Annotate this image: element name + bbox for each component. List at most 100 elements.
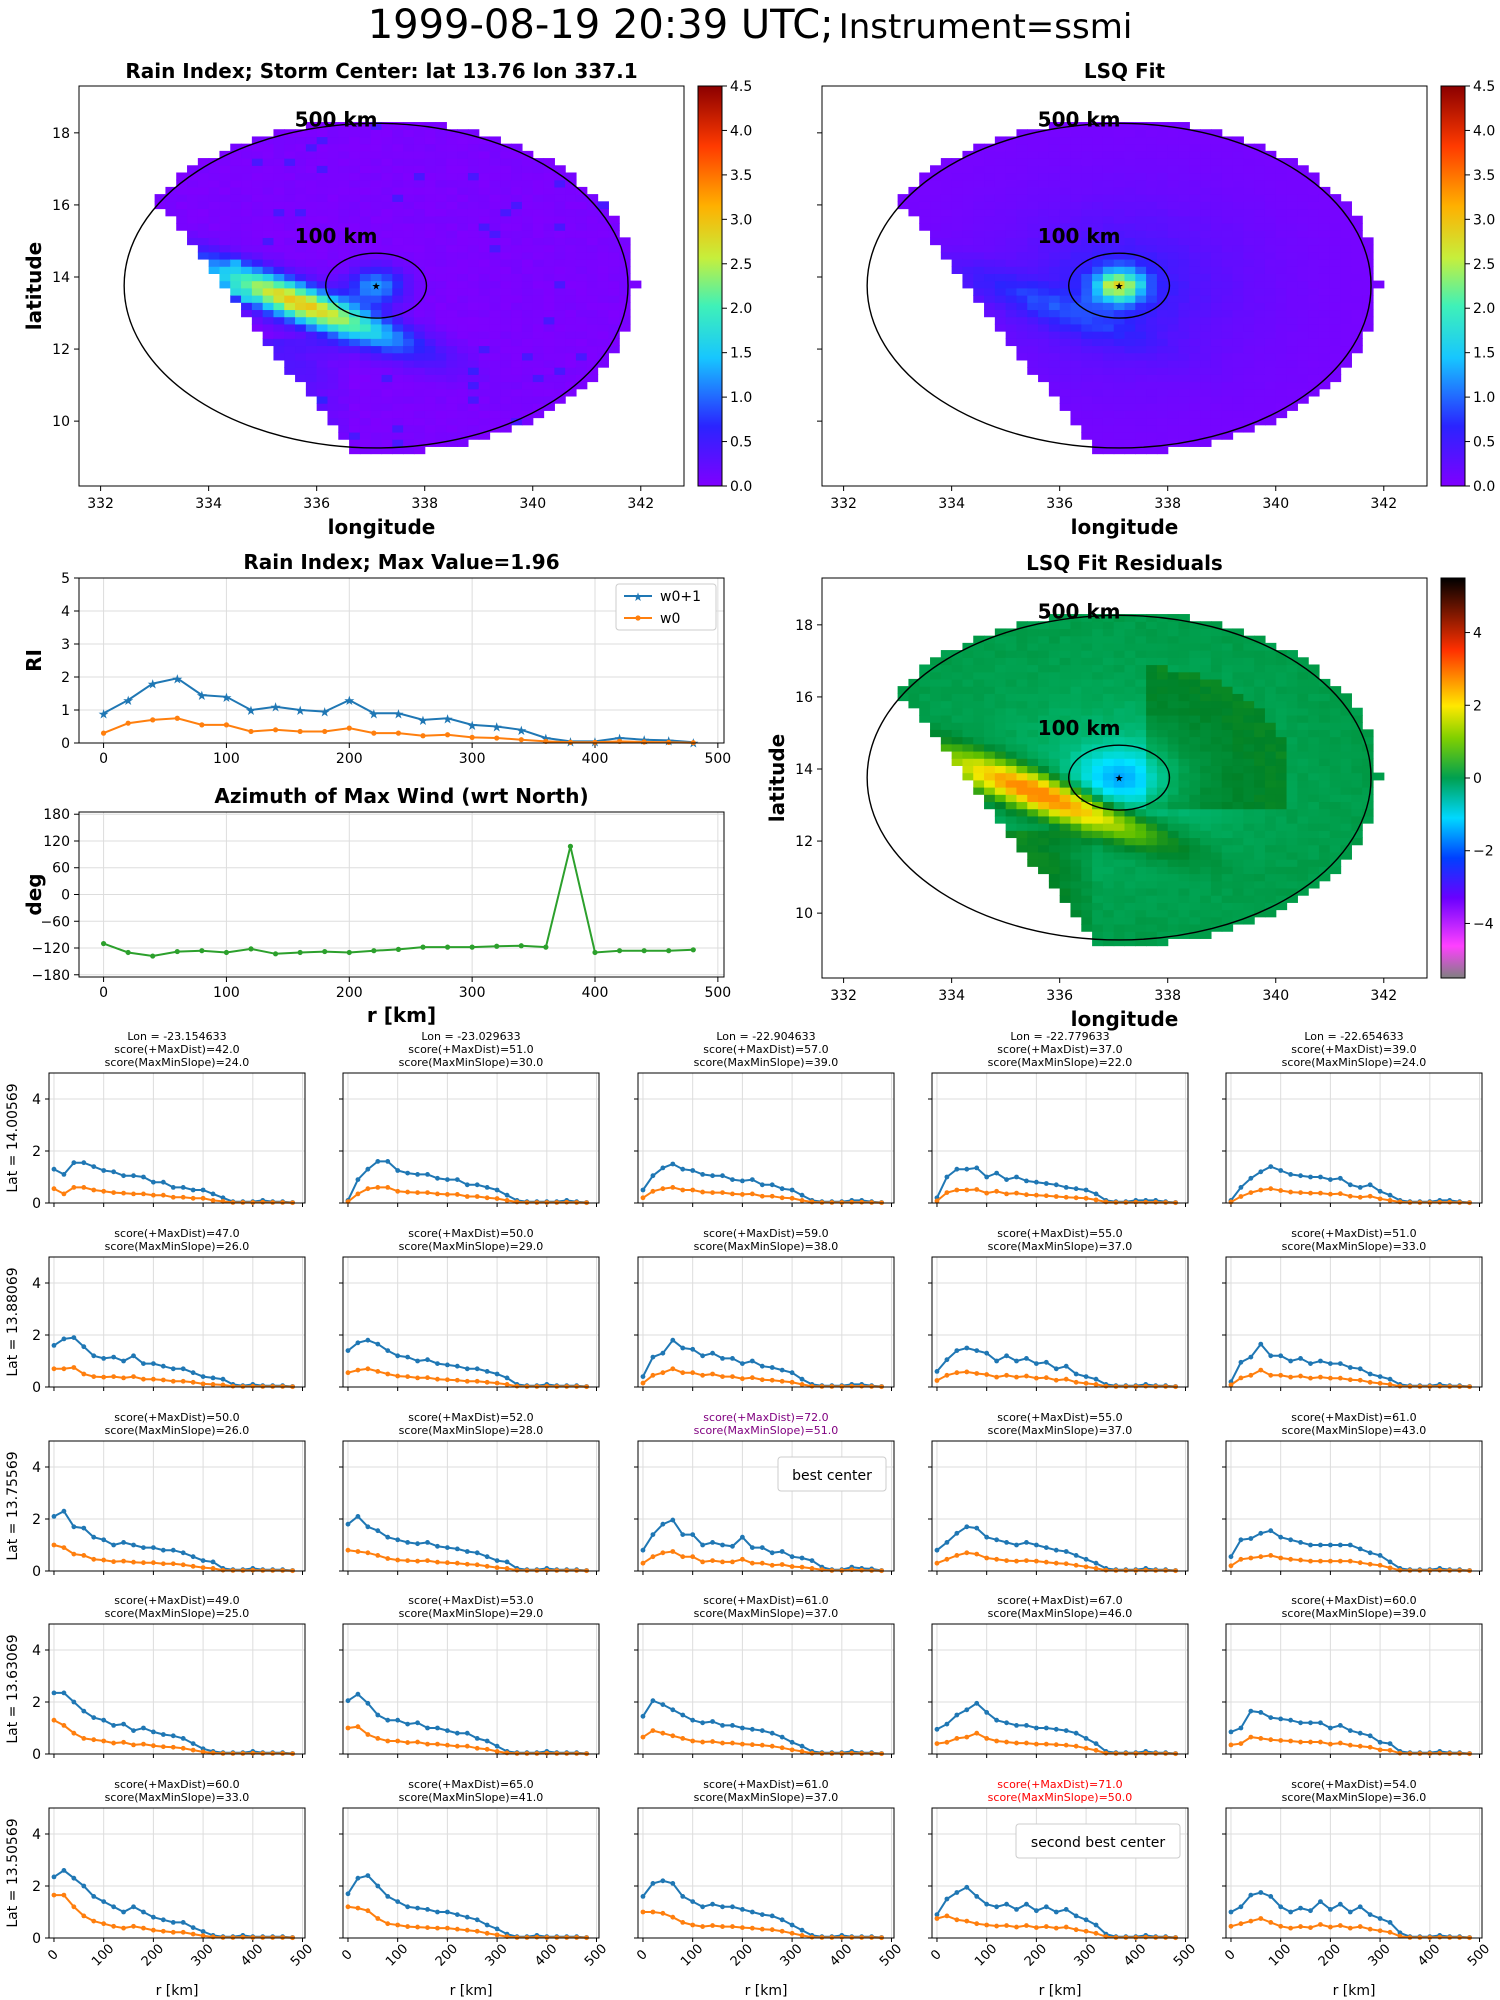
lsq-fit-map-cell (1189, 381, 1201, 390)
rain-index-map-cell (349, 417, 361, 426)
lsq-fit-map-cell (1005, 179, 1018, 188)
lsq-residuals-map-cell (1124, 887, 1136, 896)
rain-index-map-cell (359, 367, 372, 375)
lsq-fit-map-cell (951, 230, 964, 238)
lsq-residuals-map-cell (1232, 678, 1244, 687)
lsq-residuals-map-cell (1135, 657, 1147, 666)
rain-index-map-cell (532, 316, 545, 325)
lsq-fit-map-cell (1297, 345, 1309, 354)
lsq-fit-map-cell (1329, 367, 1342, 375)
lsq-fit-map-cell (1005, 266, 1018, 274)
lsq-residuals-map-cell (1124, 909, 1136, 918)
lsq-residuals-map-cell (1297, 736, 1309, 745)
lsq-fit-map-cell (1178, 244, 1190, 253)
rain-index-map-cell (392, 395, 404, 404)
lsq-fit-map-cell (1275, 302, 1288, 311)
rain-index-map-cell (262, 194, 275, 202)
rain-index-map-cell (554, 388, 566, 397)
lsq-fit-map-cell (1232, 143, 1244, 152)
lsq-fit-map-cell (1297, 222, 1309, 231)
rain-index-map-cell (565, 266, 577, 274)
lsq-residuals-map-cell (1243, 851, 1255, 860)
lsq-residuals-map-cell (1146, 657, 1158, 666)
lsq-residuals-map-cell (1189, 830, 1201, 839)
lsq-residuals-map-cell (1070, 801, 1082, 810)
lsq-residuals-map-cell (1189, 635, 1201, 644)
lsq-residuals-map-cell (1135, 837, 1147, 846)
rain-index-map-cell (349, 381, 361, 390)
lsq-fit-map-cell (984, 266, 996, 274)
lsq-fit-map-cell (1243, 367, 1255, 375)
lsq-residuals-map-cell (1156, 873, 1169, 882)
lsq-residuals-map-cell (1275, 750, 1288, 759)
lsq-fit-map-cell (1351, 215, 1363, 224)
lsq-fit-map-cell (1070, 165, 1082, 174)
lsq-residuals-map-cell (1016, 837, 1028, 846)
rain-index-map-cell (575, 215, 588, 224)
lsq-fit-map-cell (1038, 258, 1050, 267)
lsq-residuals-map-cell (1200, 931, 1212, 939)
lsq-residuals-map-cell (1189, 837, 1201, 846)
rain-index-map-cell (467, 338, 480, 347)
lsq-fit-map-cell (1254, 258, 1266, 267)
lsq-residuals-map-cell (1113, 642, 1126, 651)
lsq-fit-map-cell (1243, 194, 1255, 202)
lsq-residuals-map-cell (1297, 700, 1309, 709)
rain-index-map-cell (554, 251, 566, 260)
lsq-fit-map-cell (1016, 165, 1028, 174)
lsq-fit-map-cell (1156, 309, 1169, 318)
rain-index-map-cell (467, 273, 480, 282)
lsq-residuals-map-cell (1254, 707, 1266, 716)
lsq-fit-map-cell (1113, 295, 1126, 303)
lsq-residuals-map-cell (1200, 686, 1212, 694)
lsq-fit-map-cell (1005, 201, 1018, 210)
lsq-residuals-map-cell (1243, 794, 1255, 803)
cell-r0-c0-series-w0-point (160, 1192, 166, 1198)
rain-index-map-cell (295, 172, 307, 181)
cell-r0-c4-series-w0-point (1357, 1194, 1363, 1200)
lsq-residuals-map-cell (1113, 859, 1126, 867)
lsq-fit-map-cell (1340, 273, 1352, 282)
lsq-residuals-map-cell (1102, 779, 1115, 788)
lsq-fit-map-cell (1189, 186, 1201, 195)
lsq-residuals-map-cell (1275, 851, 1288, 860)
lsq-fit-map-cell (1275, 273, 1288, 282)
lsq-residuals-map-cell (1254, 830, 1266, 839)
lsq-fit-map-cell (984, 186, 996, 195)
rain-index-map-cell (176, 186, 188, 195)
rain-index-map-cell (575, 201, 588, 210)
rain-index-map-cell (295, 323, 307, 332)
lsq-fit-map-cell (1156, 194, 1169, 202)
lsq-fit-map-cell (1146, 345, 1158, 354)
rain-index-map-cell (251, 201, 264, 210)
lsq-fit-map-cell (1070, 179, 1082, 188)
lsq-fit-map-cell (1308, 179, 1320, 188)
lsq-fit-map-cell (1308, 237, 1320, 246)
lsq-fit-map-cell (1297, 381, 1309, 390)
lsq-residuals-map-cell (1297, 823, 1309, 831)
lsq-residuals-map-cell (1210, 664, 1223, 673)
lsq-residuals-map-cell (1146, 736, 1158, 745)
rain-index-map-cell (575, 258, 588, 267)
lsq-residuals-map-cell (1113, 902, 1126, 911)
lsq-residuals-map-cell (1016, 657, 1028, 666)
lsq-fit-map-cell (1146, 266, 1158, 274)
rain-index-map-cell (554, 194, 566, 202)
lsq-residuals-map-cell (1178, 693, 1190, 702)
rain-index-map-cell (457, 395, 469, 404)
lsq-fit-map-cell (1038, 316, 1050, 325)
lsq-fit-map-cell (994, 251, 1007, 260)
lsq-residuals-map-cell (1200, 700, 1212, 709)
lsq-fit-map-cell (1189, 388, 1201, 397)
lsq-fit-map-cell (1351, 222, 1363, 231)
lsq-fit-map-cell (1156, 395, 1169, 404)
lsq-fit-map-cell (1189, 251, 1201, 260)
rain-index-map-cell (446, 417, 458, 426)
lsq-fit-map-cell (1308, 222, 1320, 231)
lsq-fit-map-cell (940, 165, 953, 174)
lsq-fit-map-cell (1059, 129, 1072, 138)
rain-index-map-cell (381, 403, 393, 411)
rain-index-map-cell (338, 150, 350, 159)
lsq-fit-map-cell (1146, 143, 1158, 152)
lsq-residuals-map-cell (1038, 722, 1050, 730)
